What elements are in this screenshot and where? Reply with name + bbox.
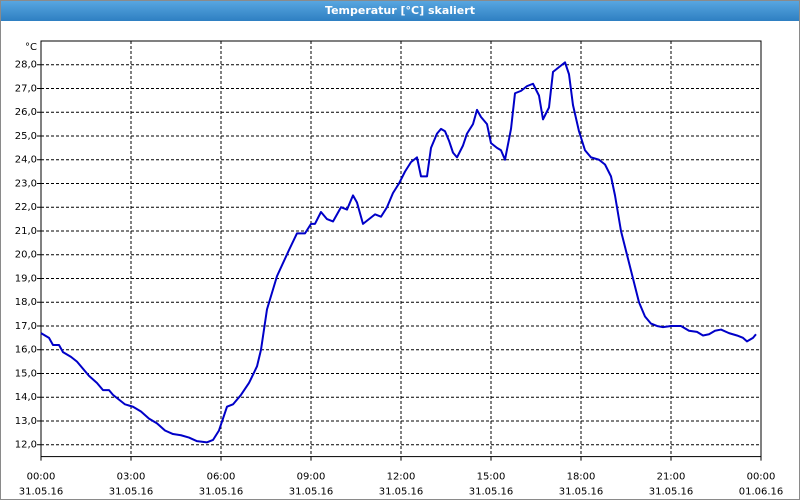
y-tick-label: 12,0	[15, 440, 37, 451]
y-tick-label: 28,0	[15, 60, 37, 71]
title-bar: Temperatur [°C] skaliert	[1, 1, 799, 21]
y-tick-label: 21,0	[15, 226, 37, 237]
x-tick-label: 03:00	[117, 472, 146, 483]
y-tick-label: 23,0	[15, 178, 37, 189]
y-tick-label: 18,0	[15, 297, 37, 308]
y-tick-label: 20,0	[15, 250, 37, 261]
x-tick-label: 12:00	[387, 472, 416, 483]
y-tick-label: 26,0	[15, 107, 37, 118]
y-tick-label: 25,0	[15, 131, 37, 142]
y-tick-label: 19,0	[15, 273, 37, 284]
x-tick-date: 31.05.16	[289, 487, 334, 498]
y-tick-label: 16,0	[15, 345, 37, 356]
chart: °C 12,0 13,0 14,0 15,0 16,0 17,0 18,0 19,0 20,0 2…	[15, 40, 784, 498]
plot-frame	[40, 40, 762, 458]
x-tick-label: 00:00	[27, 472, 56, 483]
x-tick-label: 21:00	[657, 472, 686, 483]
x-tick-label: 00:00	[747, 472, 776, 483]
x-tick-date: 01.06.16	[739, 487, 784, 498]
x-tick-label: 06:00	[207, 472, 236, 483]
x-tick-date: 31.05.16	[649, 487, 694, 498]
x-tick-label: 09:00	[297, 472, 326, 483]
y-tick-label: 17,0	[15, 321, 37, 332]
x-tick-date: 31.05.16	[199, 487, 244, 498]
x-tick-date: 31.05.16	[109, 487, 154, 498]
y-tick-label: 14,0	[15, 392, 37, 403]
y-tick-label: 15,0	[15, 368, 37, 379]
y-tick-label: 24,0	[15, 155, 37, 166]
x-tick-date: 31.05.16	[379, 487, 424, 498]
y-unit-label: °C	[25, 42, 37, 53]
x-tick-date: 31.05.16	[469, 487, 514, 498]
x-tick-label: 18:00	[567, 472, 596, 483]
y-tick-label: 13,0	[15, 416, 37, 427]
y-tick-label: 27,0	[15, 83, 37, 94]
x-tick-date: 31.05.16	[19, 487, 64, 498]
x-tick-date: 31.05.16	[559, 487, 604, 498]
x-tick-label: 15:00	[477, 472, 506, 483]
y-tick-label: 22,0	[15, 202, 37, 213]
line	[40, 61, 757, 444]
